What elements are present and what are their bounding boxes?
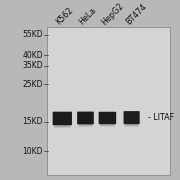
FancyBboxPatch shape — [100, 122, 115, 126]
Text: K562: K562 — [54, 6, 75, 27]
Text: BT474: BT474 — [124, 2, 149, 27]
Text: 10KD: 10KD — [22, 147, 43, 156]
Text: - LITAF: - LITAF — [148, 113, 174, 122]
Text: 55KD: 55KD — [22, 30, 43, 39]
FancyBboxPatch shape — [78, 122, 92, 127]
Text: HepG2: HepG2 — [100, 1, 125, 27]
Text: 25KD: 25KD — [22, 80, 43, 89]
FancyBboxPatch shape — [123, 111, 140, 124]
FancyBboxPatch shape — [77, 112, 94, 124]
FancyBboxPatch shape — [54, 123, 71, 128]
FancyBboxPatch shape — [125, 122, 138, 126]
FancyBboxPatch shape — [99, 112, 116, 124]
FancyBboxPatch shape — [53, 112, 72, 125]
Text: 15KD: 15KD — [22, 117, 43, 126]
Text: 35KD: 35KD — [22, 61, 43, 70]
FancyBboxPatch shape — [47, 27, 170, 175]
Text: 40KD: 40KD — [22, 51, 43, 60]
Text: HeLa: HeLa — [77, 6, 98, 27]
